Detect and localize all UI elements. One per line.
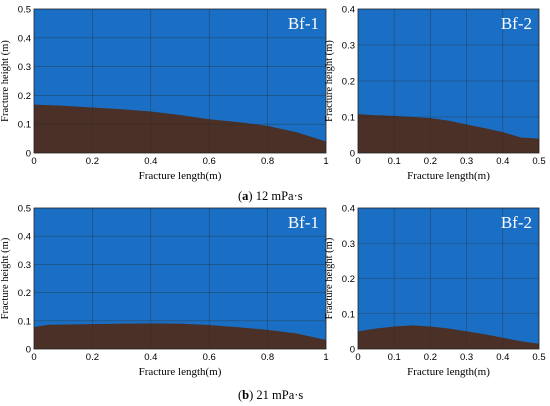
chart-svg: 0 0.1 0.2 0.3 0.4 0.5 0 0.1 0.2 0.3 0.4 Fracture le…: [324, 204, 546, 379]
x-tick-label: 0.2: [424, 156, 437, 167]
caption-text: 12 mPa·s: [255, 189, 303, 203]
caption-a: (a) 12 mPa·s: [238, 189, 303, 203]
y-tick-label: 0.4: [18, 33, 31, 44]
y-tick-label: 0.2: [342, 77, 355, 88]
panel-title: Bf-1: [288, 213, 319, 232]
y-tick-label: 0.2: [342, 274, 355, 285]
y-tick-label: 0.3: [342, 41, 355, 52]
x-tick-label: 0.5: [532, 156, 545, 167]
x-tick-label: 0.2: [424, 352, 437, 363]
panel-title: Bf-1: [288, 14, 319, 33]
y-tick-label: 0.4: [342, 5, 355, 16]
y-axis-label: Fracture height (m): [324, 237, 335, 319]
chart-panel-a-bf2: 0 0.1 0.2 0.3 0.4 0.5 0 0.1 0.2 0.3 0.4 Fracture le…: [324, 0, 550, 190]
x-tick-label: 1: [323, 352, 328, 363]
caption-letter: b: [242, 388, 250, 402]
chart-panel-b-bf2: 0 0.1 0.2 0.3 0.4 0.5 0 0.1 0.2 0.3 0.4 Fracture le…: [324, 203, 550, 393]
y-tick-label: 0.1: [18, 316, 31, 327]
chart-svg: 0 0.2 0.4 0.6 0.8 1 0 0.1 0.2 0.3 0.4 0.5 Fracture l…: [0, 5, 329, 183]
y-tick-label: 0.1: [342, 309, 355, 320]
y-tick-label: 0.3: [342, 239, 355, 250]
y-axis-label: Fracture height (m): [0, 40, 11, 122]
proppant-bed-area: [34, 104, 326, 153]
x-tick-label: 0.8: [261, 156, 274, 167]
y-tick-label: 0: [350, 345, 355, 356]
plot-frame: [33, 207, 327, 350]
x-tick-label: 0.2: [86, 156, 99, 167]
x-axis-label: Fracture length(m): [407, 170, 490, 182]
panel-title: Bf-2: [501, 213, 532, 232]
x-tick-label: 0.4: [144, 352, 157, 363]
x-tick-label: 0: [31, 352, 36, 363]
x-tick-label: 0.4: [496, 352, 509, 363]
panel-title: Bf-2: [501, 14, 532, 33]
x-tick-label: 0.4: [496, 156, 509, 167]
caption-letter: a: [242, 189, 249, 203]
x-tick-label: 0: [355, 352, 360, 363]
chart-panel-a-bf1: 0 0.2 0.4 0.6 0.8 1 0 0.1 0.2 0.3 0.4 0.5 Fracture l…: [0, 0, 340, 190]
x-tick-label: 0.3: [460, 352, 473, 363]
caption-text: 21 mPa·s: [256, 388, 304, 402]
y-tick-label: 0.5: [18, 5, 31, 16]
y-tick-label: 0: [350, 149, 355, 160]
chart-svg: 0 0.2 0.4 0.6 0.8 1 0 0.1 0.2 0.3 0.4 0.5 Fracture l…: [0, 204, 329, 379]
plot-frame: [357, 207, 540, 350]
plot-frame: [33, 8, 327, 154]
x-tick-label: 0.6: [203, 352, 216, 363]
proppant-bed-area: [34, 323, 326, 349]
y-tick-label: 0: [26, 345, 31, 356]
y-tick-label: 0.3: [18, 62, 31, 73]
x-tick-label: 1: [323, 156, 328, 167]
caption-b: (b) 21 mPa·s: [238, 388, 304, 402]
plot-frame: [357, 8, 540, 154]
x-tick-label: 0: [31, 156, 36, 167]
chart-svg: 0 0.1 0.2 0.3 0.4 0.5 0 0.1 0.2 0.3 0.4 Fracture le…: [324, 5, 546, 183]
y-tick-label: 0.2: [18, 91, 31, 102]
x-axis-label: Fracture length(m): [139, 366, 222, 378]
y-tick-label: 0.5: [18, 204, 31, 215]
proppant-bed-area: [358, 114, 539, 153]
x-tick-label: 0: [355, 156, 360, 167]
chart-panel-b-bf1: 0 0.2 0.4 0.6 0.8 1 0 0.1 0.2 0.3 0.4 0.5 Fracture l…: [0, 203, 340, 393]
x-tick-label: 0.5: [532, 352, 545, 363]
y-tick-label: 0: [26, 149, 31, 160]
x-axis-label: Fracture length(m): [139, 170, 222, 182]
y-tick-label: 0.4: [18, 232, 31, 243]
x-tick-label: 0.6: [203, 156, 216, 167]
x-tick-label: 0.1: [388, 156, 401, 167]
y-tick-label: 0.1: [342, 113, 355, 124]
x-tick-label: 0.4: [144, 156, 157, 167]
x-tick-label: 0.2: [86, 352, 99, 363]
proppant-bed-area: [358, 325, 539, 349]
x-axis-label: Fracture length(m): [407, 366, 490, 378]
y-tick-label: 0.3: [18, 260, 31, 271]
y-axis-label: Fracture height (m): [324, 40, 335, 122]
x-tick-label: 0.1: [388, 352, 401, 363]
y-tick-label: 0.4: [342, 204, 355, 215]
y-tick-label: 0.2: [18, 288, 31, 299]
x-tick-label: 0.3: [460, 156, 473, 167]
y-axis-label: Fracture height (m): [0, 237, 11, 319]
y-tick-label: 0.1: [18, 120, 31, 131]
x-tick-label: 0.8: [261, 352, 274, 363]
